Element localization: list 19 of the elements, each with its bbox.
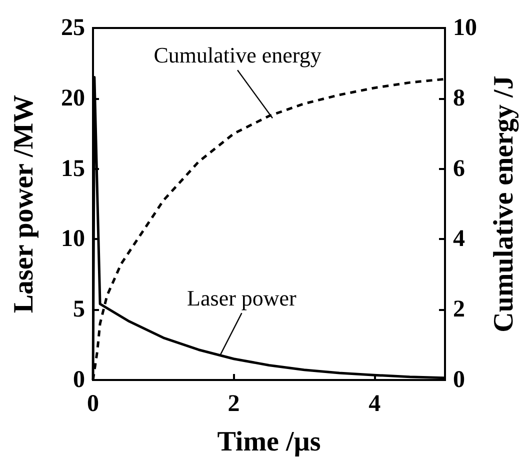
x-tick-label: 2 bbox=[228, 391, 240, 417]
y-tick-label: 20 bbox=[61, 85, 85, 112]
annotation: Laser power bbox=[187, 286, 298, 311]
y-tick-label: 10 bbox=[61, 226, 85, 252]
y-tick-label: 15 bbox=[61, 156, 85, 182]
y2-tick-label: 6 bbox=[453, 156, 465, 182]
y2-tick-label: 10 bbox=[453, 15, 477, 41]
y-tick-label: 25 bbox=[61, 15, 85, 41]
y2-axis-title: Cumulative energy /J bbox=[488, 76, 520, 332]
y-axis-title: Laser power /MW bbox=[8, 94, 40, 314]
x-tick-label: 4 bbox=[368, 391, 381, 417]
annotation: Cumulative energy bbox=[154, 42, 322, 68]
y2-tick-label: 4 bbox=[453, 226, 465, 252]
y2-tick-label: 8 bbox=[453, 85, 465, 112]
y-tick-label: 5 bbox=[73, 296, 85, 323]
y-tick-label: 0 bbox=[73, 367, 85, 393]
y2-tick-label: 2 bbox=[453, 296, 465, 323]
x-axis-title: Time /µs bbox=[217, 426, 321, 458]
y2-tick-label: 0 bbox=[453, 367, 465, 393]
